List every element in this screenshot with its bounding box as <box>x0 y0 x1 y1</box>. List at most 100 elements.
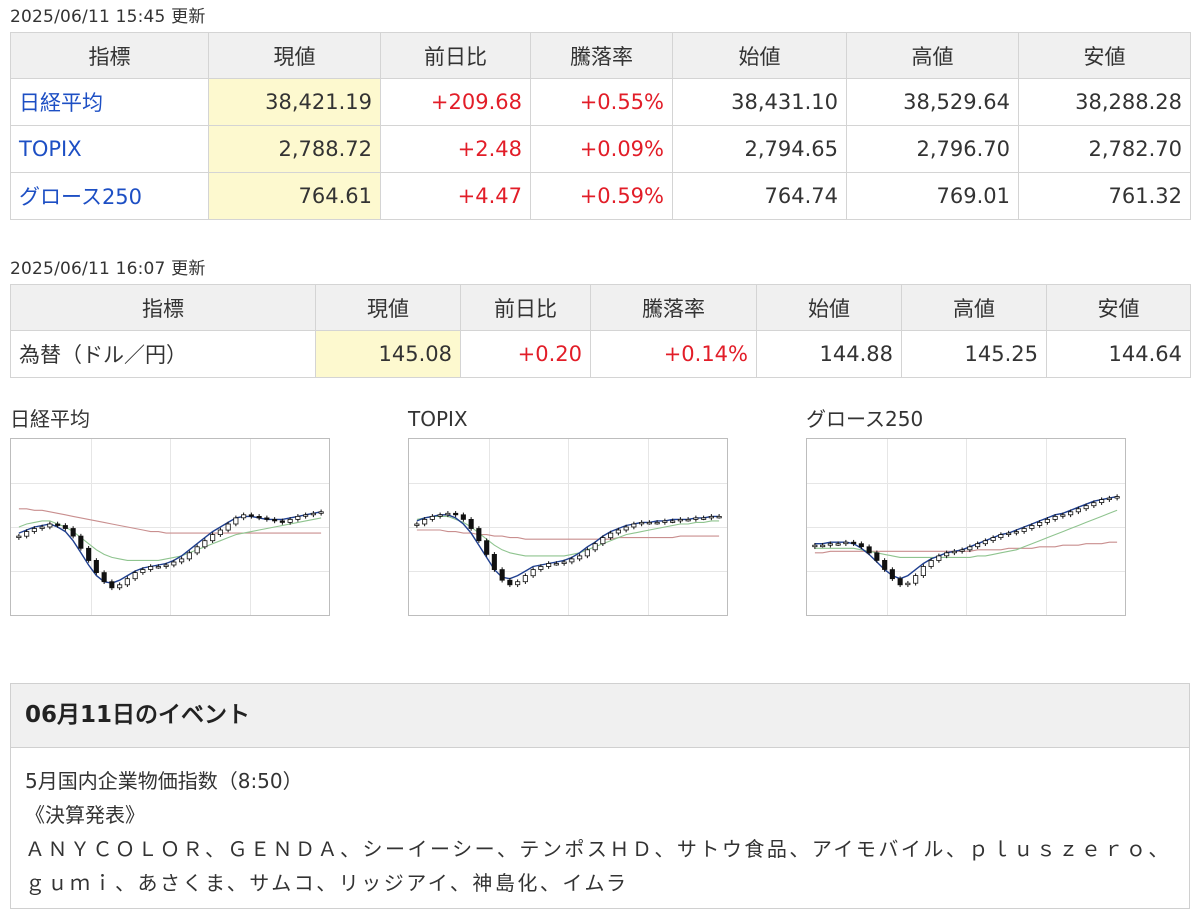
candle-body <box>553 563 559 566</box>
candle-body <box>639 522 645 525</box>
candle-body <box>468 519 474 529</box>
event-title: 06月11日のイベント <box>11 684 1189 748</box>
candle-body <box>662 520 668 523</box>
candle-body <box>233 517 239 525</box>
candle-body <box>920 566 926 577</box>
current-value: 764.61 <box>208 172 381 220</box>
header-current: 現値 <box>208 32 381 79</box>
candle-body <box>975 543 981 548</box>
open-value: 764.74 <box>672 172 847 220</box>
rate-value: +0.59% <box>530 172 673 220</box>
header-change: 前日比 <box>380 32 531 79</box>
candle-body <box>124 578 130 586</box>
candle-body <box>303 514 309 517</box>
candle-body <box>530 569 536 577</box>
candle-body <box>1060 514 1066 517</box>
candle-body <box>998 534 1004 538</box>
candle-body <box>241 514 247 519</box>
candle-body <box>851 541 857 545</box>
candle-body <box>148 566 154 570</box>
candle-body <box>210 534 216 542</box>
header-index: 指標 <box>10 32 209 79</box>
candle-body <box>677 519 683 522</box>
candle-body <box>584 549 590 557</box>
candle-body <box>623 526 629 531</box>
candle-body <box>507 579 513 586</box>
candle-body <box>1052 516 1058 520</box>
candle-body <box>248 514 254 517</box>
low-value: 38,288.28 <box>1018 78 1191 126</box>
candle-body <box>429 516 435 520</box>
candle-body <box>484 540 490 555</box>
candle-body <box>445 512 451 516</box>
candle-body <box>47 523 53 528</box>
candle-body <box>1114 496 1120 499</box>
candle-body <box>422 519 428 525</box>
candle-body <box>982 540 988 545</box>
candle-body <box>171 561 177 566</box>
candle-body <box>913 575 919 584</box>
change-value: +4.47 <box>380 172 531 220</box>
candle-body <box>78 535 84 549</box>
candle-body <box>295 516 301 520</box>
header-index: 指標 <box>10 284 316 331</box>
chart-plot[interactable] <box>408 438 728 616</box>
candle-body <box>600 537 606 545</box>
candle-body <box>1068 511 1074 516</box>
candle-body <box>882 560 888 570</box>
candle-body <box>820 544 826 548</box>
candle-body <box>109 581 115 589</box>
chart-plot[interactable] <box>10 438 330 616</box>
moving-average-line <box>18 508 322 534</box>
header-low: 安値 <box>1018 32 1191 79</box>
header-change: 前日比 <box>460 284 591 331</box>
index-link-nikkei[interactable]: 日経平均 <box>10 78 209 126</box>
candle-body <box>287 519 293 523</box>
current-value: 38,421.19 <box>208 78 381 126</box>
candle-body <box>70 528 76 537</box>
table-header-row: 指標 現値 前日比 騰落率 始値 高値 安値 <box>10 284 1191 331</box>
table-row: 日経平均 38,421.19 +209.68 +0.55% 38,431.10 … <box>10 78 1191 126</box>
chart-svg <box>807 439 1125 615</box>
candle-body <box>835 543 841 546</box>
candle-body <box>460 514 466 520</box>
candle-body <box>538 566 544 570</box>
candle-body <box>936 555 942 561</box>
index-link-growth250[interactable]: グロース250 <box>10 172 209 220</box>
candle-body <box>476 528 482 542</box>
candle-body <box>62 525 68 529</box>
current-value: 2,788.72 <box>208 125 381 173</box>
chart-plot[interactable] <box>806 438 1126 616</box>
candle-body <box>499 569 505 581</box>
header-rate: 騰落率 <box>590 284 757 331</box>
moving-average-line <box>18 517 322 561</box>
candle-body <box>202 540 208 548</box>
header-high: 高値 <box>846 32 1019 79</box>
candle-body <box>194 546 200 554</box>
table-row: グロース250 764.61 +4.47 +0.59% 764.74 769.0… <box>10 172 1191 220</box>
candle-body <box>897 578 903 586</box>
candle-body <box>437 514 443 517</box>
candle-body <box>631 523 637 528</box>
fx-updated-time: 2025/06/11 16:07 更新 <box>10 259 206 279</box>
high-value: 145.25 <box>901 330 1047 378</box>
candle-body <box>1021 528 1027 532</box>
event-body: 5月国内企業物価指数（8:50） 《決算発表》 ＡＮＹＣＯＬＯＲ、ＧＥＮＤＡ、シ… <box>11 748 1189 900</box>
candle-body <box>866 546 872 554</box>
chart-svg <box>11 439 329 615</box>
header-low: 安値 <box>1046 284 1191 331</box>
candle-body <box>1075 508 1081 513</box>
candle-body <box>812 544 818 548</box>
candle-body <box>701 517 707 520</box>
stock-index-table: 指標 現値 前日比 騰落率 始値 高値 安値 日経平均 38,421.19 +2… <box>10 32 1191 220</box>
candle-body <box>16 535 22 538</box>
candle-body <box>132 572 138 580</box>
candle-body <box>272 519 278 522</box>
rate-value: +0.09% <box>530 125 673 173</box>
index-link-topix[interactable]: TOPIX <box>10 125 209 173</box>
candle-body <box>264 517 270 520</box>
moving-average-line <box>814 495 1118 580</box>
candle-body <box>670 520 676 523</box>
candle-body <box>1029 525 1035 529</box>
header-rate: 騰落率 <box>530 32 673 79</box>
